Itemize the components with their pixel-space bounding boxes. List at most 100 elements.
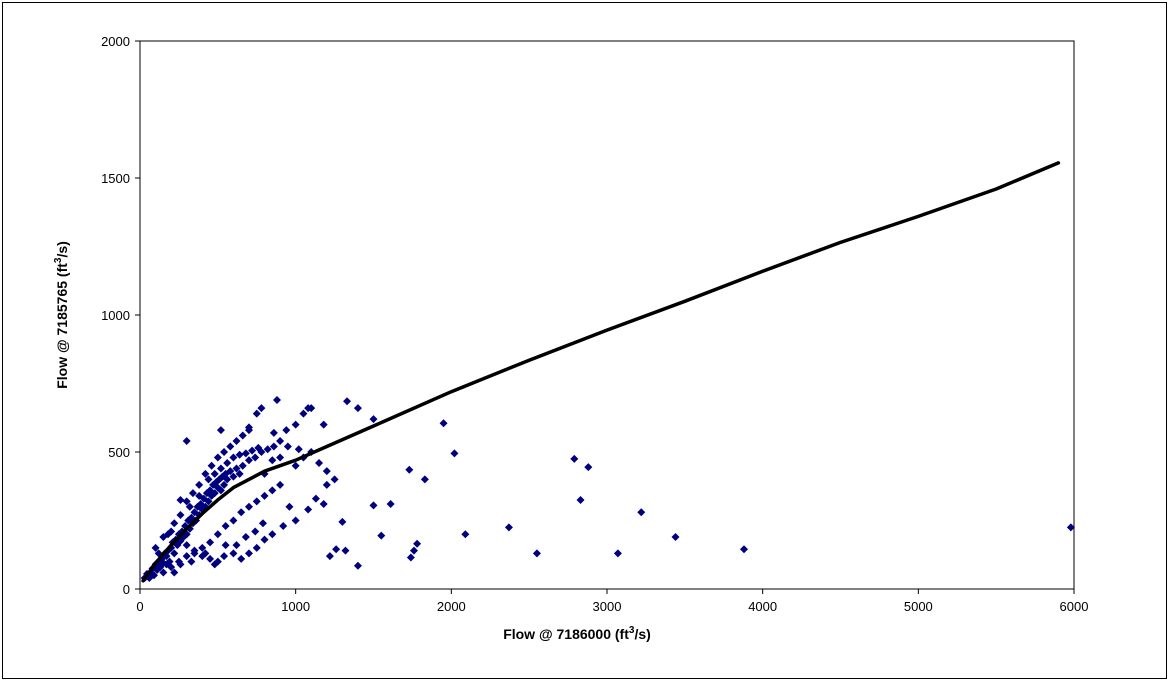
data-point — [420, 475, 429, 484]
data-point — [226, 467, 235, 476]
data-point — [637, 508, 646, 517]
data-point — [182, 541, 191, 550]
data-point — [285, 502, 294, 511]
x-tick-label: 6000 — [1060, 599, 1089, 614]
data-point — [226, 442, 235, 451]
data-point — [268, 530, 277, 539]
data-point — [244, 456, 253, 465]
data-point — [213, 530, 222, 539]
data-point — [315, 458, 324, 467]
y-tick-label: 2000 — [101, 34, 130, 49]
data-point — [207, 461, 216, 470]
data-point — [176, 495, 185, 504]
data-point — [413, 539, 422, 548]
data-point — [244, 423, 253, 432]
data-point — [176, 560, 185, 569]
data-point — [276, 480, 285, 489]
data-point — [248, 446, 257, 455]
data-point — [229, 453, 238, 462]
data-point — [251, 527, 260, 536]
x-tick-label: 1000 — [281, 599, 310, 614]
y-tick-label: 500 — [108, 445, 130, 460]
data-point — [162, 560, 171, 569]
data-point — [294, 445, 303, 454]
data-point — [204, 497, 213, 506]
data-point — [220, 552, 229, 561]
data-point — [195, 480, 204, 489]
data-point — [159, 532, 168, 541]
data-point — [353, 404, 362, 413]
axis-layer — [139, 40, 1075, 590]
data-point — [223, 458, 232, 467]
data-point — [232, 464, 241, 473]
data-point — [235, 450, 244, 459]
data-point — [254, 443, 263, 452]
data-point — [201, 469, 210, 478]
y-axis-label-unit: /s) — [54, 241, 70, 257]
data-point — [252, 543, 261, 552]
data-point — [570, 454, 579, 463]
data-point — [406, 553, 415, 562]
data-point — [210, 469, 219, 478]
data-point — [386, 500, 395, 509]
y-axis-label-main: Flow @ 7185765 (ft — [54, 263, 70, 389]
data-point — [206, 538, 215, 547]
data-point — [252, 409, 261, 418]
data-point — [532, 549, 541, 558]
data-point — [170, 519, 179, 528]
data-point — [504, 523, 513, 532]
trend-curve — [141, 161, 1061, 583]
y-tick-label: 0 — [123, 582, 130, 597]
data-point — [671, 532, 680, 541]
data-point — [213, 453, 222, 462]
data-point — [201, 549, 210, 558]
data-point — [151, 543, 160, 552]
y-axis-label: Flow @ 7185765 (ft3/s) — [53, 241, 70, 389]
data-point — [187, 557, 196, 566]
data-point — [167, 527, 176, 536]
data-point — [258, 519, 267, 528]
data-point — [252, 497, 261, 506]
data-point — [210, 489, 219, 498]
data-point — [377, 531, 386, 540]
data-point — [319, 420, 328, 429]
data-point — [405, 465, 414, 474]
data-point — [170, 568, 179, 577]
data-point — [311, 494, 320, 503]
data-point — [353, 561, 362, 570]
data-point — [241, 449, 250, 458]
data-point — [276, 437, 285, 446]
data-point — [210, 560, 219, 569]
curve-layer — [141, 161, 1061, 583]
data-point — [282, 426, 291, 435]
data-point — [176, 511, 185, 520]
data-point — [291, 461, 300, 470]
data-point — [237, 554, 246, 563]
x-axis-label-unit: /s) — [634, 626, 650, 642]
data-point — [325, 552, 334, 561]
data-point — [369, 501, 378, 510]
data-point — [223, 475, 232, 484]
data-point — [613, 549, 622, 558]
data-point — [238, 461, 247, 470]
data-point — [244, 502, 253, 511]
x-axis-label-main: Flow @ 7186000 (ft — [503, 626, 629, 642]
data-point — [279, 521, 288, 530]
data-point — [188, 489, 197, 498]
data-point — [159, 568, 168, 577]
data-point — [739, 545, 748, 554]
tick-layer: 0 500 1000 1500 2000 0 1000 2000 3000 4000 5000 600… — [101, 34, 1088, 614]
data-point — [322, 467, 331, 476]
data-point — [195, 491, 204, 500]
data-point — [343, 397, 352, 406]
data-point — [238, 431, 247, 440]
data-point — [299, 409, 308, 418]
scatter-chart: 0 500 1000 1500 2000 0 1000 2000 3000 4000 5000 600… — [53, 34, 1088, 642]
data-point — [272, 395, 281, 404]
data-point — [216, 464, 225, 473]
data-point — [260, 491, 269, 500]
data-point — [220, 480, 229, 489]
data-point — [221, 541, 230, 550]
y-tick-label: 1000 — [101, 308, 130, 323]
